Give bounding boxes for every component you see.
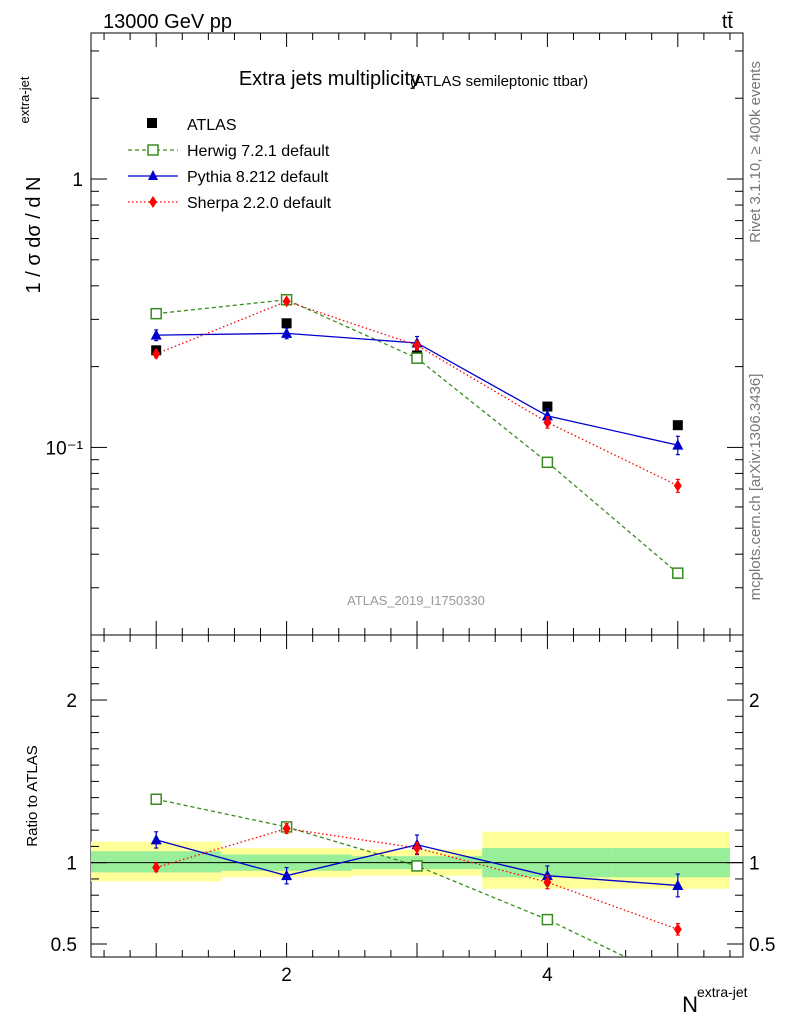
ratio-y-axis-label: Ratio to ATLAS <box>24 745 41 846</box>
ratio-point-sherpa <box>543 876 552 889</box>
ratio-y-tick-label-left: 1 <box>66 854 77 875</box>
ratio-panel: 0.5 0.5 1 1 2 2 2 4 Ratio to ATLAS N extra-jet <box>24 634 775 1017</box>
ratio-axis-ticks: 0.5 0.5 1 1 2 2 2 4 <box>51 635 775 986</box>
main-point-atlas <box>281 318 292 329</box>
rivet-label: Rivet 3.1.10, ≥ 400k events <box>747 61 764 243</box>
ratio-y-tick-label-left: 0.5 <box>51 935 77 956</box>
ratio-point-sherpa <box>282 822 291 835</box>
x-axis-label-sup: extra-jet <box>697 984 748 1000</box>
x-tick-label: 2 <box>281 965 292 986</box>
ratio-point-pythia <box>541 869 553 881</box>
main-y-axis-label: 1 / σ dσ / d N <box>23 177 45 294</box>
ratio-y-tick-label-right: 2 <box>749 691 760 712</box>
ratio-line-sherpa <box>156 827 679 930</box>
chart-subtitle: (ATLAS semileptonic ttbar) <box>410 73 588 90</box>
x-axis-label: N <box>682 992 698 1017</box>
legend-marker-herwig <box>147 144 159 156</box>
ratio-point-herwig <box>150 793 162 806</box>
x-tick-label: 4 <box>542 965 553 986</box>
main-series-marks <box>150 293 684 580</box>
main-point-pythia <box>672 439 684 450</box>
analysis-watermark: ATLAS_2019_I1750330 <box>347 593 485 608</box>
ratio-point-pythia <box>281 869 293 881</box>
ratio-series-marks <box>150 793 684 936</box>
ratio-point-pythia <box>672 879 684 890</box>
main-axis-ticks: 1 10⁻¹ <box>46 33 743 636</box>
energy-label: 13000 GeV pp <box>103 11 232 33</box>
mcplots-label: mcplots.cern.ch [arXiv:1306.3436] <box>747 374 764 601</box>
main-y-tick-label: 1 <box>72 170 83 191</box>
chart-title: Extra jets multiplicity <box>239 68 420 90</box>
legend-marker-atlas <box>147 118 157 128</box>
main-y-axis-label-sup: extra-jet <box>17 76 32 123</box>
main-point-sherpa <box>282 295 291 308</box>
ratio-point-herwig <box>411 860 423 872</box>
main-point-sherpa <box>673 479 682 492</box>
ratio-point-sherpa <box>152 861 161 874</box>
main-panel: 1 10⁻¹ Extra jets multiplicity (ATLAS sem… <box>17 32 744 636</box>
main-point-sherpa <box>413 339 421 352</box>
main-point-atlas <box>542 401 553 412</box>
ratio-point-pythia <box>150 833 162 845</box>
main-point-herwig <box>411 352 423 364</box>
main-point-atlas <box>672 420 683 431</box>
process-label: tt̄ <box>722 11 734 33</box>
main-point-pythia <box>150 329 162 340</box>
legend-label-sherpa: Sherpa 2.2.0 default <box>187 195 332 212</box>
ratio-y-tick-label-right: 1 <box>749 854 760 875</box>
main-point-sherpa <box>543 416 552 429</box>
legend: ATLAS Herwig 7.2.1 default Pythia 8.212 … <box>128 117 332 212</box>
main-point-herwig <box>672 567 684 579</box>
main-point-herwig <box>541 456 554 469</box>
ratio-y-tick-label-left: 2 <box>66 691 77 712</box>
legend-label-atlas: ATLAS <box>187 117 237 134</box>
ratio-y-tick-label-right: 0.5 <box>749 935 775 956</box>
main-point-pythia <box>541 409 553 421</box>
legend-marker-pythia <box>148 170 158 180</box>
legend-marker-sherpa <box>149 196 157 208</box>
ratio-point-sherpa <box>413 842 421 855</box>
main-point-sherpa <box>152 347 161 360</box>
ratio-frame <box>90 634 744 958</box>
legend-label-herwig: Herwig 7.2.1 default <box>187 143 330 160</box>
main-point-herwig <box>150 307 162 320</box>
ratio-point-sherpa <box>673 923 682 936</box>
ratio-point-herwig <box>541 913 554 926</box>
main-point-pythia <box>281 327 293 338</box>
main-line-sherpa <box>155 300 679 487</box>
ratio-uncertainty-bands <box>91 831 730 889</box>
legend-label-pythia: Pythia 8.212 default <box>187 169 329 186</box>
main-y-tick-label: 10⁻¹ <box>46 438 84 459</box>
